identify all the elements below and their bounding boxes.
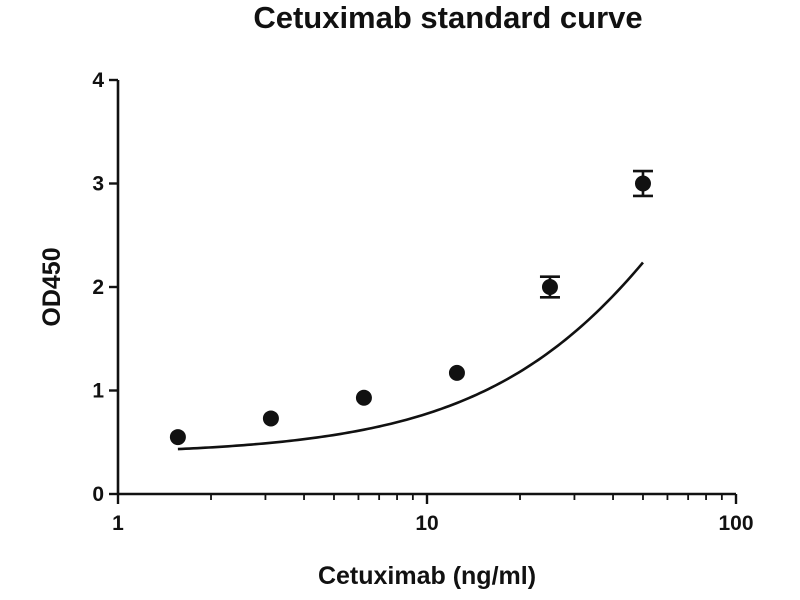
fit-curve bbox=[177, 261, 644, 451]
data-point bbox=[448, 364, 465, 381]
data-point bbox=[169, 429, 186, 446]
y-tick-label: 2 bbox=[92, 276, 104, 299]
y-tick-label: 3 bbox=[92, 173, 104, 196]
data-points bbox=[169, 175, 651, 446]
y-tick-label: 0 bbox=[92, 483, 104, 506]
x-tick-label: 1 bbox=[112, 512, 124, 535]
error-bars bbox=[539, 169, 653, 299]
y-tick-label: 1 bbox=[92, 380, 104, 403]
x-tick-label: 100 bbox=[718, 512, 753, 535]
x-axis-ticks: 1 10 100 bbox=[112, 494, 754, 535]
y-tick-label: 4 bbox=[92, 69, 104, 92]
y-axis-ticks: 0 1 2 3 4 bbox=[92, 69, 118, 506]
x-axis-label: Cetuximab (ng/ml) bbox=[318, 562, 536, 590]
data-point bbox=[541, 279, 558, 295]
data-point bbox=[634, 175, 651, 192]
chart-title: Cetuximab standard curve bbox=[253, 0, 642, 35]
x-tick-label: 10 bbox=[415, 512, 438, 535]
data-point bbox=[262, 410, 279, 427]
data-point bbox=[355, 389, 372, 406]
y-axis-label: OD450 bbox=[38, 247, 66, 326]
